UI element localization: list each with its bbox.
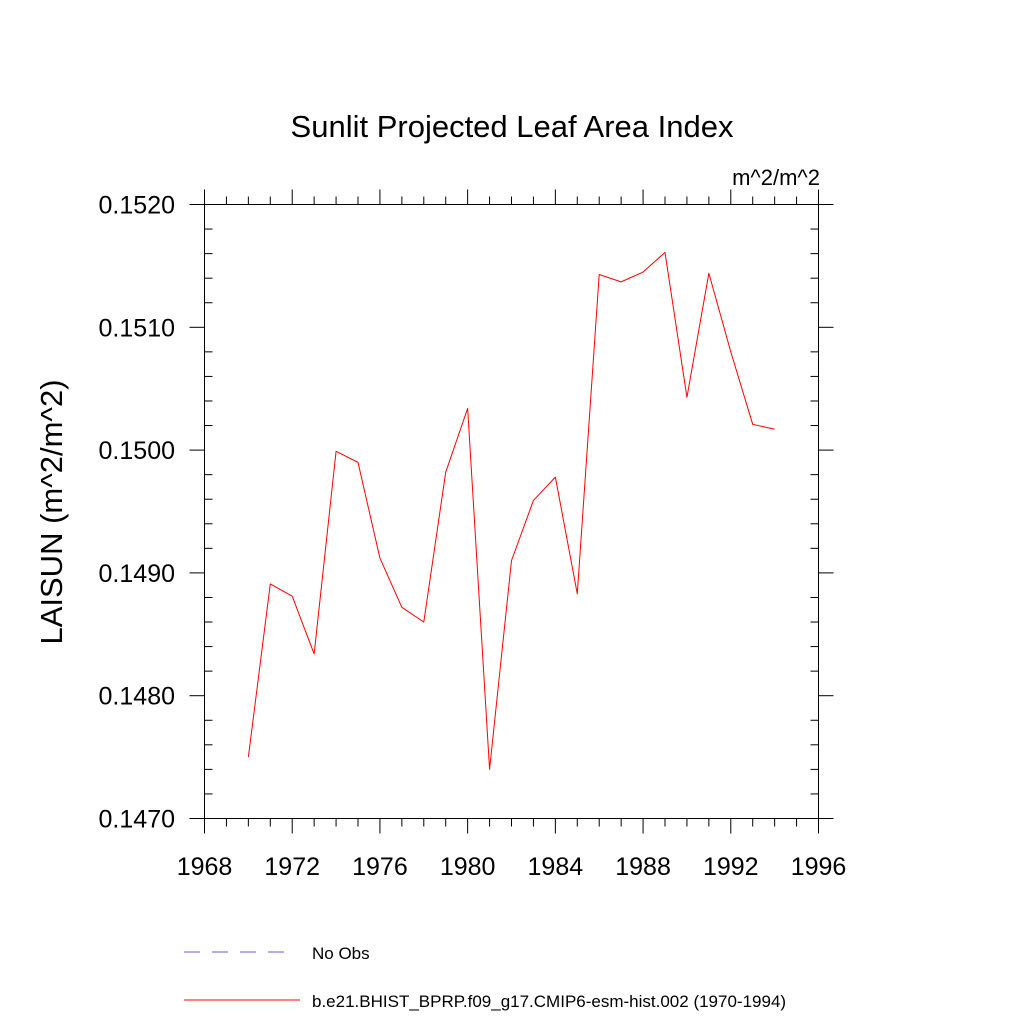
y-tick-label-4: 0.1510 (99, 314, 175, 342)
y-tick-label-2: 0.1490 (99, 560, 175, 588)
y-tick-label-0: 0.1470 (99, 806, 175, 834)
y-tick-label-1: 0.1480 (99, 683, 175, 711)
series-layer (247, 251, 775, 770)
x-tick-label-2: 1976 (352, 853, 408, 881)
y-axis-label: LAISUN (m^2/m^2) (34, 379, 69, 644)
chart-title: Sunlit Projected Leaf Area Index (291, 109, 734, 144)
tick-labels: 1968 1972 1976 1980 1984 1988 1992 1996 0.1470 0.… (99, 192, 847, 882)
series-line-1 (247, 251, 775, 770)
x-tick-label-0: 1968 (177, 853, 233, 881)
legend-label-0: No Obs (312, 944, 370, 963)
legend: No Obs b.e21.BHIST_BPRP.f09_g17.CMIP6-es… (184, 944, 786, 1011)
axis-ticks (189, 189, 834, 834)
x-tick-label-3: 1980 (440, 853, 496, 881)
x-tick-label-6: 1992 (703, 853, 759, 881)
x-tick-label-5: 1988 (615, 853, 671, 881)
x-tick-label-7: 1996 (791, 853, 847, 881)
legend-label-1: b.e21.BHIST_BPRP.f09_g17.CMIP6-esm-hist.… (312, 992, 786, 1011)
y-tick-label-3: 0.1500 (99, 437, 175, 465)
x-tick-label-1: 1972 (264, 853, 320, 881)
plot-frame (204, 204, 819, 819)
units-label: m^2/m^2 (732, 165, 820, 190)
y-tick-label-5: 0.1520 (99, 192, 175, 220)
x-tick-label-4: 1984 (528, 853, 584, 881)
